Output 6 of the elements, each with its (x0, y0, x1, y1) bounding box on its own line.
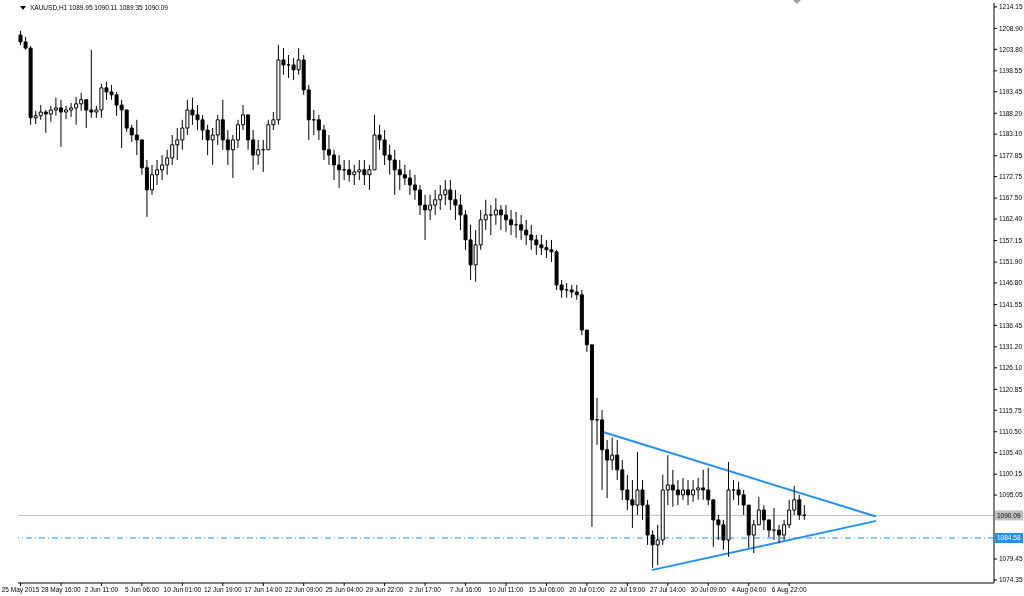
candlestick (488, 204, 493, 236)
candlestick (347, 159, 352, 183)
candlestick (514, 211, 519, 239)
candlestick (777, 524, 782, 544)
candlestick (342, 159, 347, 181)
candlestick (519, 214, 524, 241)
